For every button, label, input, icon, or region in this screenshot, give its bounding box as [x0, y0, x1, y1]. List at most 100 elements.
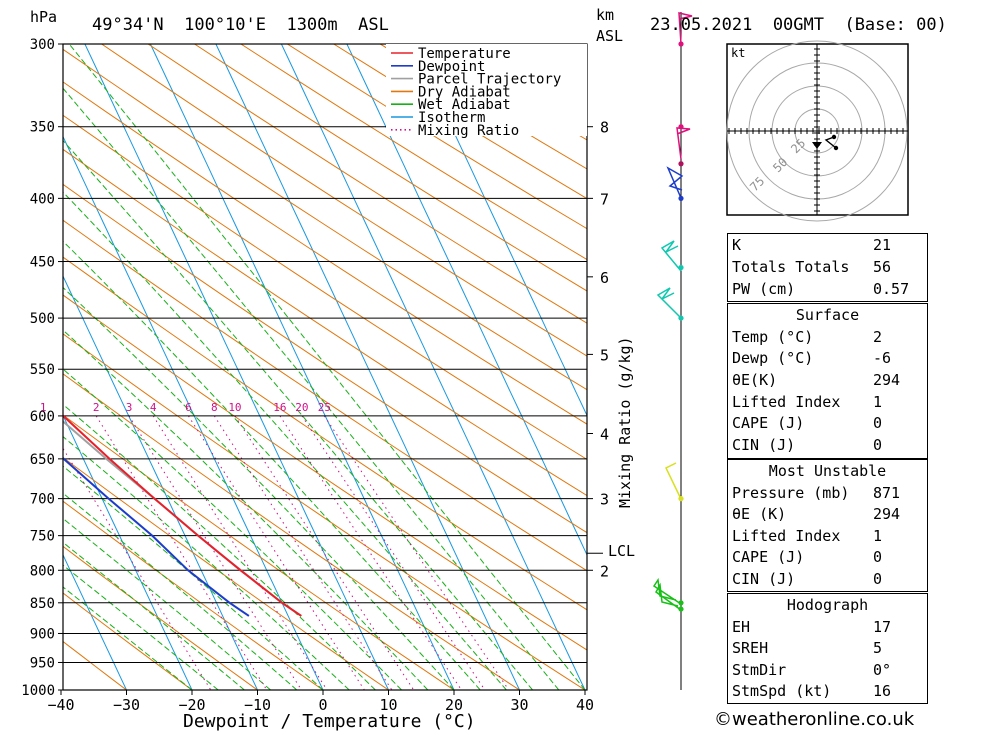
- km-label: km: [596, 6, 614, 24]
- mu-label: CIN (J): [732, 570, 796, 588]
- x-axis-title: Dewpoint / Temperature (°C): [183, 711, 476, 732]
- x-tick-label: 20: [445, 696, 463, 714]
- isotherm-line: [84, 44, 389, 690]
- wet-adiabat-line: [63, 286, 455, 690]
- location-title: 49°34'N 100°10'E 1300m ASL: [92, 15, 389, 35]
- height-tick-label: 8: [600, 119, 609, 137]
- surface-value: 0: [873, 436, 883, 454]
- plot-frame: [62, 43, 588, 691]
- surface-value: -6: [873, 349, 892, 367]
- mu-label: Pressure (mb): [732, 484, 850, 502]
- isotherm-line: [215, 44, 520, 690]
- legend-label: Temperature: [418, 46, 511, 62]
- x-tick-label: −30: [113, 696, 140, 714]
- mixing-ratio-line: [128, 415, 302, 690]
- pressure-tick-label: 1000: [21, 683, 55, 699]
- pressure-tick-label: 600: [30, 409, 55, 425]
- surface-label: Dewp (°C): [732, 349, 814, 367]
- mixing-ratio-line: [63, 447, 212, 690]
- wet-adiabat-line: [63, 517, 271, 690]
- surface-label: Lifted Index: [732, 393, 841, 411]
- mixing-ratio-line: [187, 415, 365, 690]
- legend-label: Dry Adiabat: [418, 84, 511, 100]
- mu-label: θE (K): [732, 505, 787, 523]
- pressure-tick-label: 850: [30, 596, 55, 612]
- dry-adiabat-line: [63, 48, 587, 391]
- dry-adiabat-line: [63, 414, 455, 690]
- wind-barb: [665, 462, 682, 500]
- legend-label: Mixing Ratio: [418, 123, 519, 139]
- wind-barb: [678, 12, 693, 45]
- dry-adiabat-line: [63, 256, 587, 611]
- surface-value: 1: [873, 393, 883, 411]
- hodograph-point: [833, 145, 839, 151]
- mixing-ratio-tick-label: 16: [273, 401, 286, 414]
- wind-level-marker: [678, 600, 684, 606]
- index-value: 21: [873, 236, 892, 254]
- mixing-ratio-tick-label: 20: [295, 401, 308, 414]
- indices-table: K 21 Totals Totals 56 PW (cm) 0.57: [727, 233, 928, 302]
- hpa-label: hPa: [30, 8, 57, 26]
- dry-adiabat-line: [63, 333, 586, 690]
- surface-value: 294: [873, 371, 901, 389]
- dry-adiabat-line: [63, 81, 587, 425]
- hodo-label: StmDir: [732, 661, 787, 679]
- mixing-ratio-axis-title: Mixing Ratio (g/kg): [616, 336, 634, 508]
- hodo-value: 17: [873, 618, 892, 636]
- isotherm-line: [63, 135, 324, 690]
- dry-adiabat-line: [240, 44, 587, 261]
- wind-level-marker: [678, 161, 684, 167]
- pressure-tick-label: 400: [30, 191, 55, 207]
- surface-value: 0: [873, 414, 883, 432]
- surface-value: 2: [873, 328, 883, 346]
- pressure-tick-label: 800: [30, 563, 55, 579]
- wind-barb: [676, 127, 691, 160]
- axis-labels: 1 2 3 4 6 8 10 16 20 2530035040045050055060065070…: [21, 37, 609, 714]
- hodograph-stats-title: Hodograph: [786, 596, 869, 614]
- height-tick-label: 7: [600, 190, 609, 208]
- pressure-tick-label: 350: [30, 120, 55, 136]
- pressure-tick-label: 700: [30, 492, 55, 508]
- height-tick-label: 4: [600, 426, 609, 444]
- surface-table: Surface Temp (°C) 2 Dewp (°C) -6 θE(K) 294 …: [727, 303, 928, 459]
- hodo-value: 5: [873, 639, 883, 657]
- mu-value: 0: [873, 570, 883, 588]
- storm-motion-marker: [812, 142, 822, 149]
- index-value: 0.57: [873, 280, 910, 298]
- mu-value: 871: [873, 484, 901, 502]
- mixing-ratio-tick-label: 4: [150, 401, 157, 414]
- isotherm-line: [411, 44, 587, 417]
- dry-adiabat-line: [63, 592, 193, 690]
- hodo-value: 16: [873, 682, 892, 700]
- pressure-tick-label: 300: [30, 37, 55, 53]
- mu-value: 1: [873, 527, 883, 545]
- dry-adiabat-line: [194, 44, 587, 292]
- most-unstable-title: Most Unstable: [768, 462, 887, 480]
- wind-barb: [660, 240, 682, 272]
- index-label: K: [732, 236, 742, 254]
- hodo-label: EH: [732, 618, 751, 636]
- x-tick-label: 10: [379, 696, 397, 714]
- index-label: Totals Totals: [732, 258, 850, 276]
- mixing-ratio-tick-label: 3: [126, 401, 133, 414]
- hodograph-unit: kt: [731, 46, 745, 60]
- pressure-tick-label: 650: [30, 452, 55, 468]
- pressure-tick-label: 750: [30, 529, 55, 545]
- x-tick-label: −40: [47, 696, 74, 714]
- legend-label: Isotherm: [418, 110, 485, 126]
- wet-adiabat-line: [63, 368, 402, 690]
- wind-barb: [652, 577, 682, 605]
- most-unstable-table: Most Unstable Pressure (mb) 871 θE (K) 294…: [727, 459, 928, 592]
- pressure-tick-label: 550: [30, 362, 55, 378]
- hodograph-trace: [824, 136, 837, 149]
- x-tick-label: −10: [244, 696, 271, 714]
- wet-adiabat-line: [68, 44, 586, 690]
- wind-level-marker: [678, 195, 684, 201]
- wet-adiabat-line: [63, 465, 324, 690]
- x-tick-label: 40: [576, 696, 594, 714]
- dry-adiabat-line: [63, 500, 324, 690]
- dry-adiabat-line: [101, 44, 587, 357]
